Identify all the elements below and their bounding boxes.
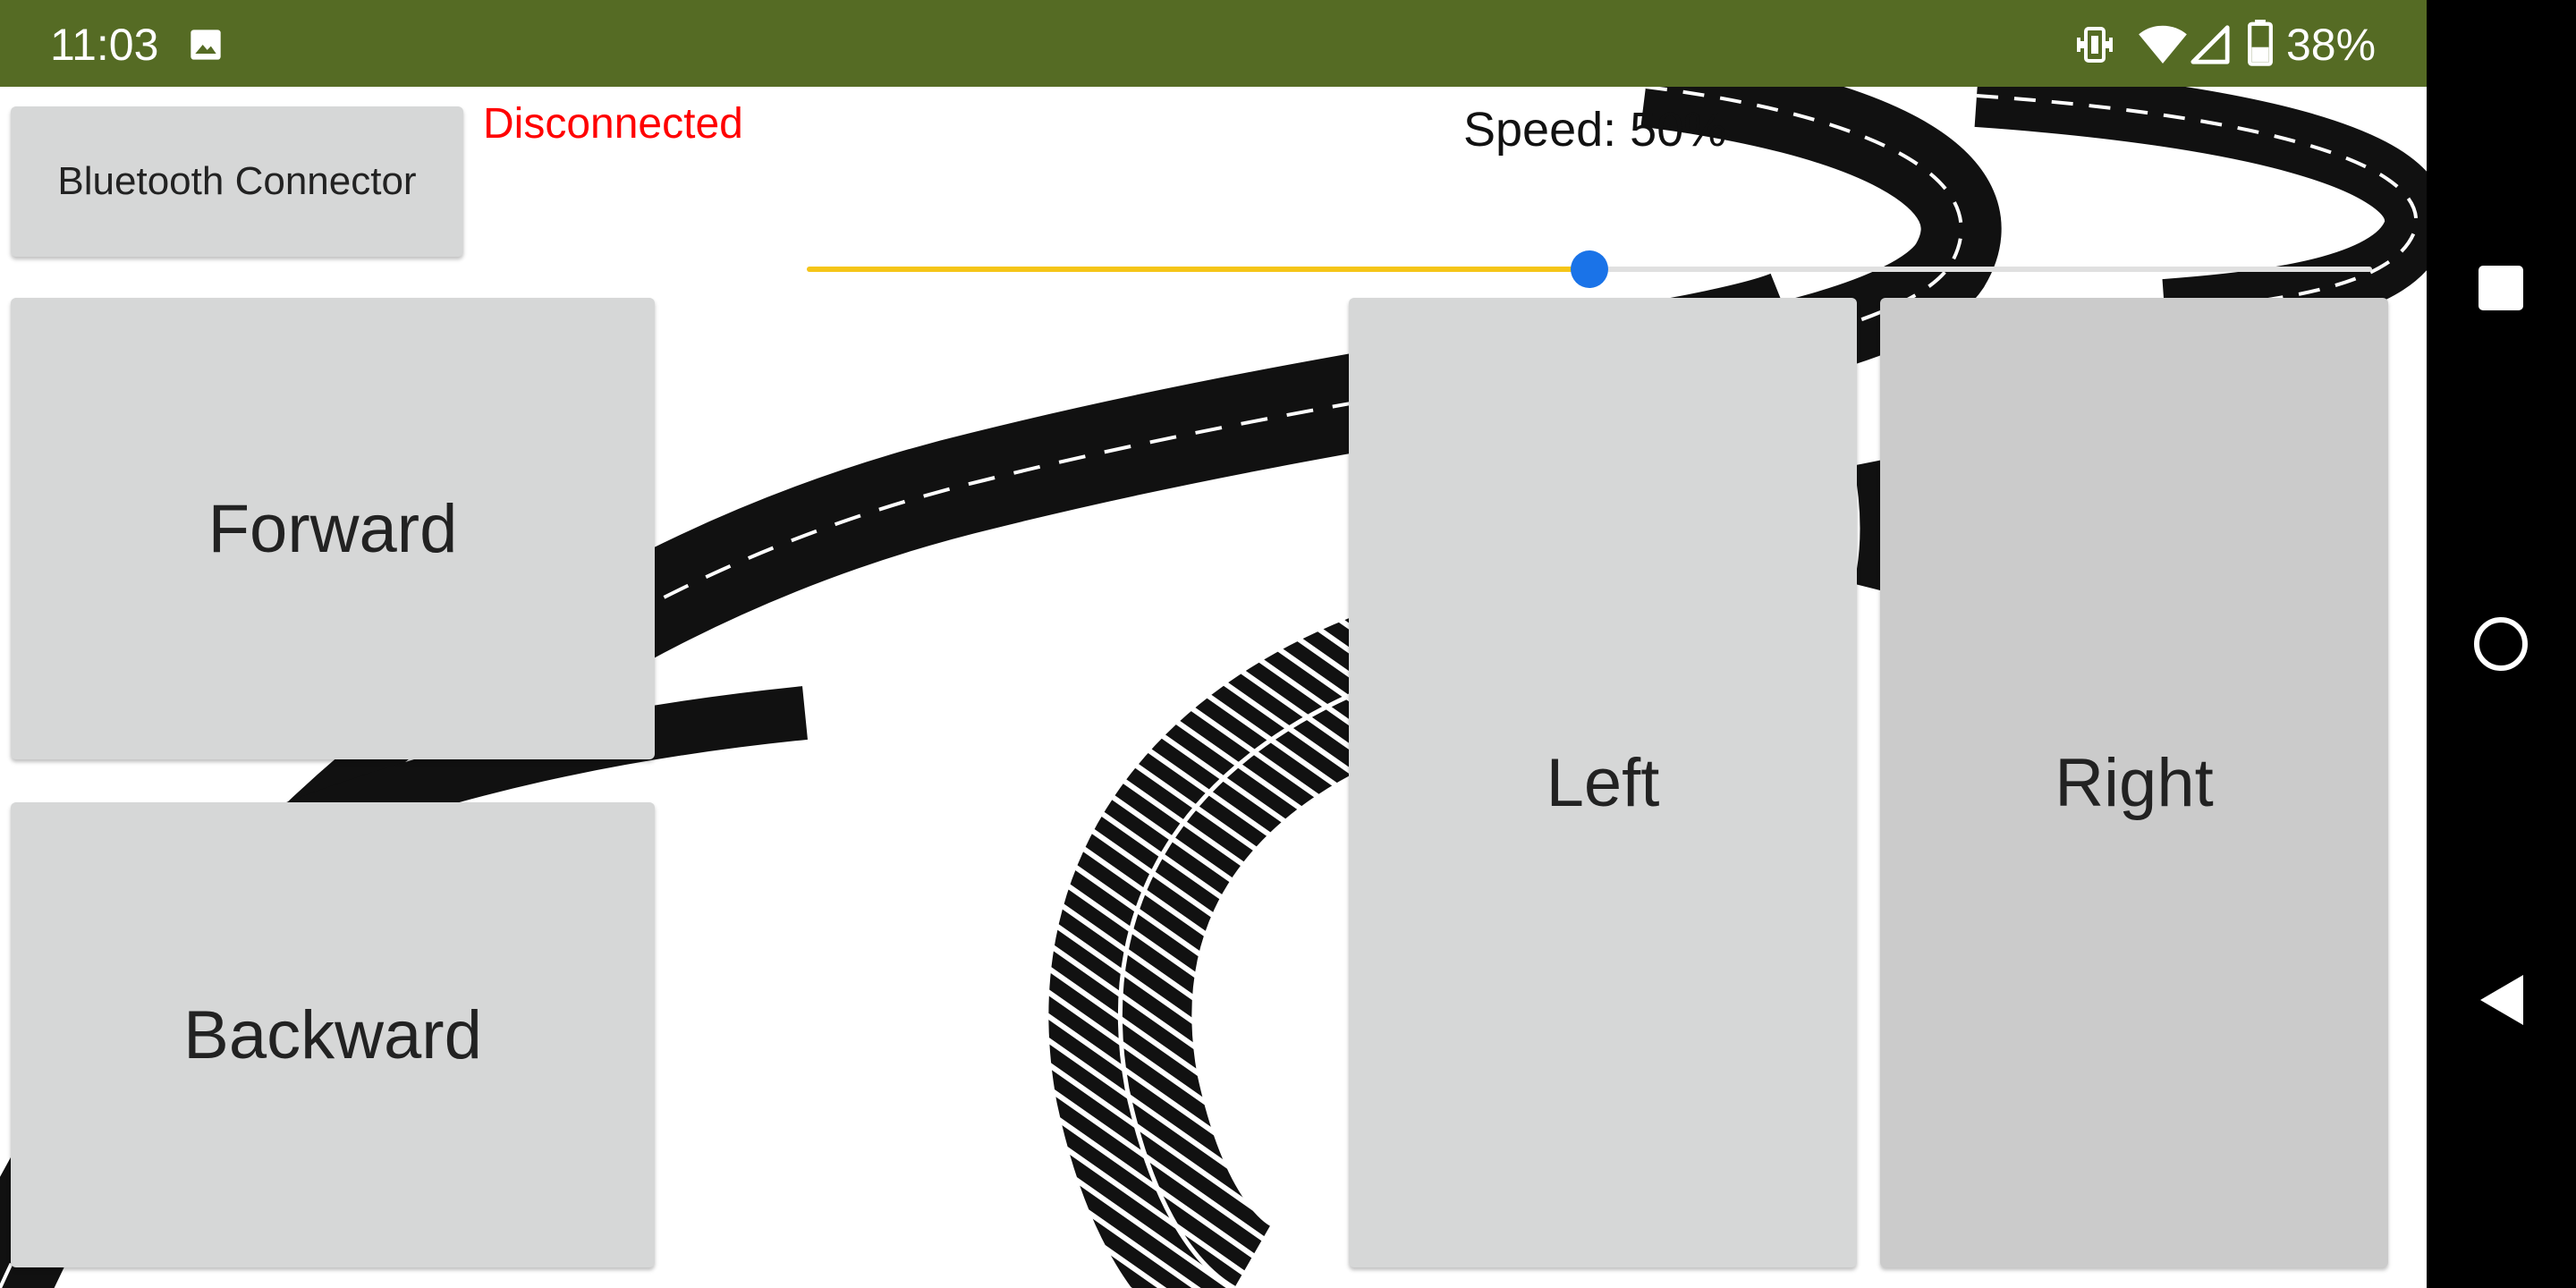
status-bar: 11:03 38% xyxy=(0,0,2427,87)
status-time: 11:03 xyxy=(50,20,159,70)
speed-label: Speed: 50% xyxy=(1463,101,1726,158)
back-icon xyxy=(2480,975,2523,1025)
signal-icon xyxy=(2190,25,2230,64)
forward-label: Forward xyxy=(208,490,458,567)
backward-button[interactable]: Backward xyxy=(11,802,655,1267)
battery-percent: 38% xyxy=(2286,20,2377,70)
right-button[interactable]: Right xyxy=(1880,298,2388,1267)
image-icon xyxy=(191,30,221,60)
slider-thumb[interactable] xyxy=(1571,250,1608,288)
speed-label-text: Speed: xyxy=(1463,103,1617,157)
home-icon xyxy=(2474,617,2528,671)
left-label: Left xyxy=(1546,744,1660,821)
forward-button[interactable]: Forward xyxy=(11,298,655,759)
speed-value: 50% xyxy=(1630,103,1727,157)
backward-label: Backward xyxy=(183,996,482,1073)
recents-icon xyxy=(2479,266,2523,310)
speed-slider[interactable] xyxy=(807,239,2372,301)
left-button[interactable]: Left xyxy=(1349,298,1857,1267)
connection-status: Disconnected xyxy=(483,100,743,148)
recents-button[interactable] xyxy=(2427,234,2576,342)
bluetooth-connector-label: Bluetooth Connector xyxy=(57,159,417,203)
slider-fill xyxy=(807,267,1589,272)
right-label: Right xyxy=(2055,744,2214,821)
battery-icon xyxy=(2248,20,2273,66)
back-button[interactable] xyxy=(2427,946,2576,1054)
navigation-bar xyxy=(2427,0,2576,1288)
vibrate-icon xyxy=(2077,27,2113,63)
home-button[interactable] xyxy=(2427,590,2576,698)
bluetooth-connector-button[interactable]: Bluetooth Connector xyxy=(11,106,463,257)
app-content: Bluetooth Connector Disconnected Speed: … xyxy=(0,87,2427,1288)
wifi-icon xyxy=(2139,25,2187,64)
